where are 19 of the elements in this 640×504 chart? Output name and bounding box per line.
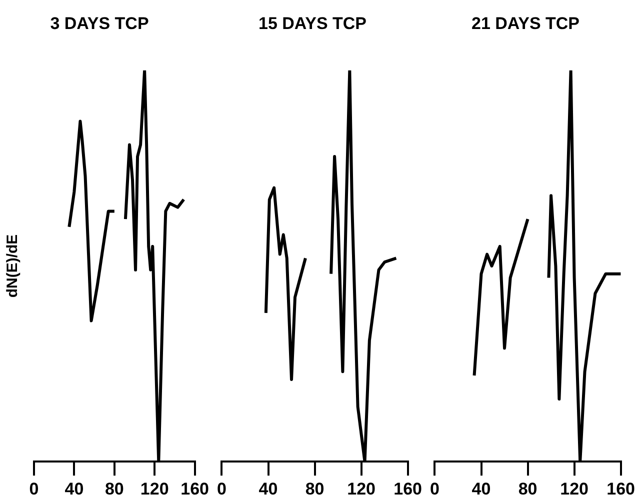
x-tick-label: 160 <box>180 479 210 498</box>
y-axis-title: dN(E)/dE <box>4 234 22 298</box>
x-tick-label: 80 <box>305 479 324 498</box>
x-tick-label: 80 <box>518 479 538 498</box>
x-tick-label: 0 <box>430 479 440 498</box>
x-tick-label: 40 <box>258 479 278 498</box>
x-tick-label: 120 <box>140 479 169 498</box>
x-tick-label: 160 <box>394 479 422 498</box>
x-tick-label: 120 <box>560 479 588 498</box>
x-tick-label: 80 <box>104 479 124 498</box>
x-tick-label: 0 <box>216 479 226 498</box>
x-tick-label: 160 <box>606 479 636 498</box>
x-tick-label: 40 <box>472 479 491 498</box>
x-tick-label: 40 <box>64 479 84 498</box>
chart-title: 21 DAYS TCP <box>471 14 580 33</box>
chart-title: 15 DAYS TCP <box>258 14 367 33</box>
x-tick-label: 120 <box>347 479 376 498</box>
chart-title: 3 DAYS TCP <box>50 14 149 33</box>
x-tick-label: 0 <box>29 479 39 498</box>
